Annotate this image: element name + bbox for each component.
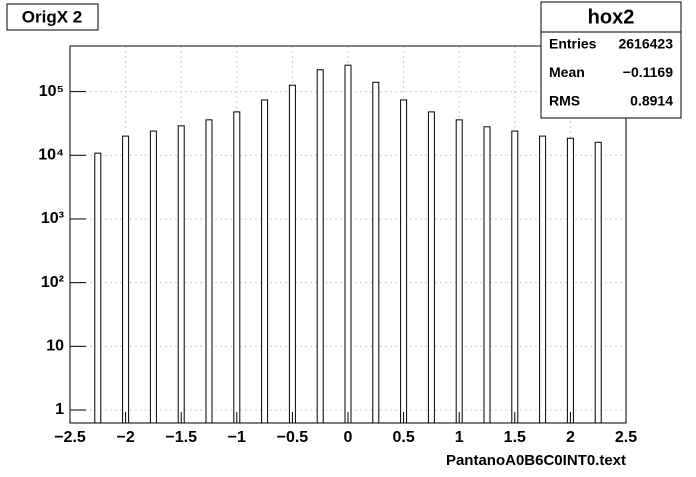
x-tick-label: −0.5 [277,429,309,446]
stats-value: 2616423 [618,36,673,52]
x-tick-label: 2.5 [615,429,637,446]
x-tick-label: −1.5 [165,429,197,446]
y-tick-label: 1 [55,401,64,418]
bar [594,141,602,424]
x-tick-label: −1 [228,429,246,446]
x-tick-label: 1 [455,429,464,446]
bar [205,119,213,424]
bar [483,126,491,424]
stats-name: Mean [549,64,585,80]
y-tick-label: 10³ [41,210,64,227]
bar [566,137,574,424]
stats-name: RMS [549,93,580,109]
stats-title: hox2 [588,6,635,28]
stats-name: Entries [549,36,597,52]
bar [344,64,352,424]
bar [233,111,241,424]
title-box [6,3,99,31]
bar [149,130,157,424]
x-tick-label: −2.5 [54,429,86,446]
y-tick-label: 10² [41,274,64,291]
bar [316,69,324,424]
x-axis-label: PantanoA0B6C0INT0.text [446,452,626,469]
x-tick-label: 0.5 [392,429,414,446]
bar [427,111,435,424]
bar [122,135,130,424]
x-tick-label: −2 [116,429,134,446]
chart-title: OrigX 2 [22,7,82,26]
bar [372,81,380,424]
stats-value: −0.1169 [623,64,673,80]
bar [261,99,269,424]
stats-frame [540,1,682,119]
y-tick-label: 10⁴ [38,146,64,163]
bar [511,130,519,424]
x-tick-label: 0 [344,429,353,446]
bar [455,119,463,424]
y-tick-label: 10 [46,338,64,355]
bar [94,152,102,424]
bar [288,84,296,424]
bar [539,135,547,424]
y-tick-label: 10⁵ [39,83,64,100]
x-tick-label: 1.5 [504,429,526,446]
bar [400,99,408,424]
bar [177,125,185,424]
x-tick-label: 2 [566,429,575,446]
stats-box: hox2 Entries 2616423 Mean −0.1169 RMS 0.8914 [540,1,682,119]
stats-value: 0.8914 [630,93,673,109]
